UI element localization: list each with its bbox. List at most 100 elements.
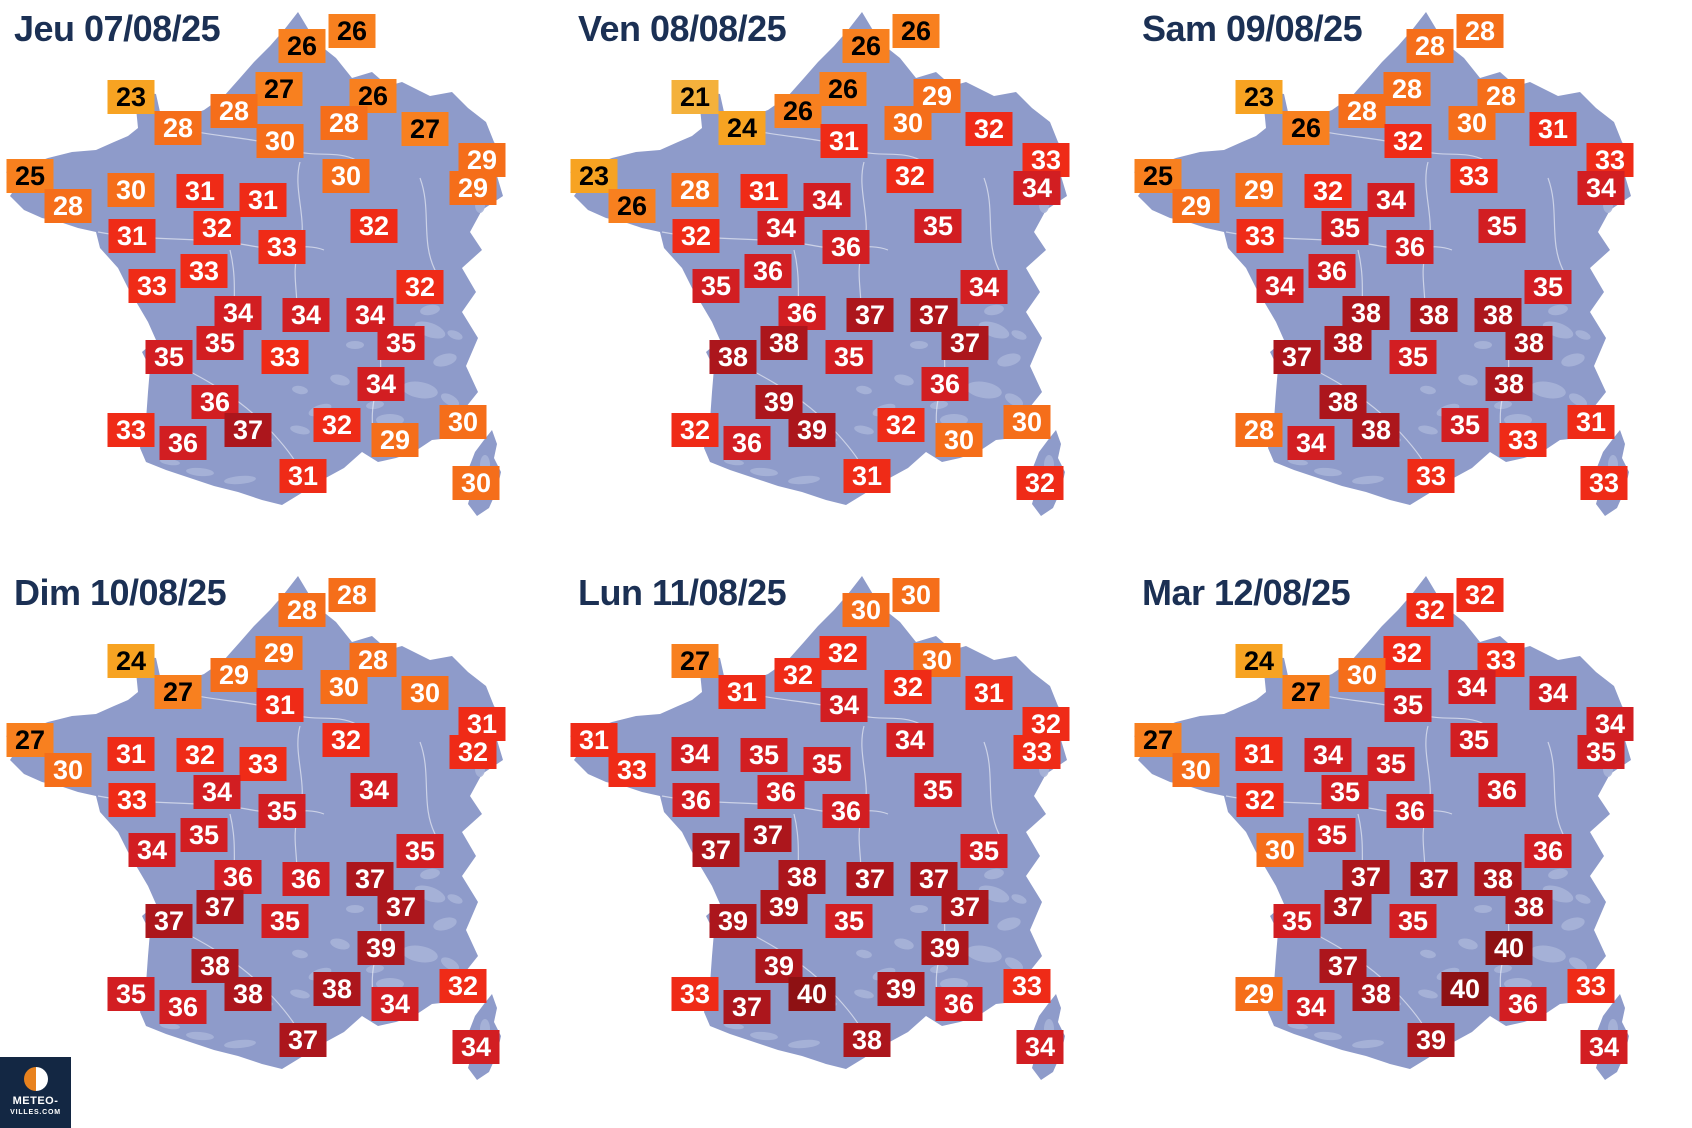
temp-label: 34 <box>452 1030 500 1064</box>
panel-title: Lun 11/08/25 <box>578 572 787 613</box>
temp-label: 34 <box>1287 990 1335 1024</box>
temp-label: 28 <box>1338 94 1386 128</box>
temp-label: 32 <box>877 408 925 442</box>
temp-label: 26 <box>328 14 376 48</box>
temp-label: 33 <box>608 753 656 787</box>
temp-label: 31 <box>740 174 788 208</box>
temp-label: 30 <box>44 753 92 787</box>
temp-label: 37 <box>145 904 193 938</box>
temp-label: 30 <box>1448 106 1496 140</box>
temp-label: 35 <box>1478 209 1526 243</box>
temp-label: 38 <box>1485 367 1533 401</box>
temp-label: 28 <box>278 593 326 627</box>
temp-label: 33 <box>261 340 309 374</box>
temp-label: 21 <box>671 80 719 114</box>
temp-label: 25 <box>6 159 54 193</box>
temp-label: 34 <box>193 775 241 809</box>
temp-label: 33 <box>258 230 306 264</box>
temp-label: 27 <box>255 72 303 106</box>
temp-label: 34 <box>1367 183 1415 217</box>
temp-label: 36 <box>1524 834 1572 868</box>
temp-label: 30 <box>401 676 449 710</box>
temp-label: 30 <box>1256 833 1304 867</box>
temp-label: 31 <box>843 459 891 493</box>
temp-label: 38 <box>1352 413 1400 447</box>
temp-label: 27 <box>671 644 719 678</box>
temp-label: 32 <box>884 670 932 704</box>
temp-label: 34 <box>1013 171 1061 205</box>
temp-label: 32 <box>774 658 822 692</box>
temp-label: 34 <box>960 270 1008 304</box>
temp-label: 23 <box>107 80 155 114</box>
panel-title: Jeu 07/08/25 <box>14 8 221 49</box>
temp-label: 38 <box>1410 298 1458 332</box>
temp-label: 39 <box>788 413 836 447</box>
panel-title: Mar 12/08/25 <box>1142 572 1351 613</box>
panel-title: Ven 08/08/25 <box>578 8 787 49</box>
temp-label: 36 <box>1386 230 1434 264</box>
forecast-panel: Mar 12/08/25 32 32 32 30 33 34 34 24 27 35 34 35 35 27… <box>1128 564 1692 1128</box>
temp-label: 29 <box>1172 189 1220 223</box>
temp-label: 35 <box>1273 904 1321 938</box>
temp-label: 35 <box>1321 211 1369 245</box>
temp-label: 38 <box>709 340 757 374</box>
temp-label: 37 <box>346 862 394 896</box>
temp-label: 34 <box>1256 269 1304 303</box>
temp-label: 32 <box>1383 636 1431 670</box>
temp-label: 37 <box>941 890 989 924</box>
panel-title: Dim 10/08/25 <box>14 572 227 613</box>
temp-label: 33 <box>1236 219 1284 253</box>
temp-label: 35 <box>396 834 444 868</box>
temp-label: 34 <box>128 833 176 867</box>
temp-label: 24 <box>718 111 766 145</box>
temp-label: 38 <box>1474 298 1522 332</box>
temp-label: 35 <box>692 269 740 303</box>
temp-label: 32 <box>672 219 720 253</box>
temp-label: 28 <box>328 578 376 612</box>
temp-label: 35 <box>196 326 244 360</box>
temp-label: 37 <box>941 326 989 360</box>
temp-label: 32 <box>396 270 444 304</box>
temp-label: 31 <box>1235 737 1283 771</box>
temp-label: 34 <box>1016 1030 1064 1064</box>
temp-label: 37 <box>1273 340 1321 374</box>
temp-label: 29 <box>371 423 419 457</box>
temp-label: 33 <box>107 413 155 447</box>
temp-label: 29 <box>913 79 961 113</box>
temp-label: 33 <box>1499 423 1547 457</box>
temp-label: 28 <box>1456 14 1504 48</box>
temp-label: 36 <box>723 426 771 460</box>
temp-label: 31 <box>239 183 287 217</box>
temp-label: 36 <box>921 367 969 401</box>
temp-label: 32 <box>350 209 398 243</box>
temp-label: 26 <box>774 94 822 128</box>
temp-label: 35 <box>180 818 228 852</box>
temp-label: 31 <box>570 723 618 757</box>
temp-label: 37 <box>723 990 771 1024</box>
temp-label: 35 <box>258 794 306 828</box>
temp-label: 33 <box>128 269 176 303</box>
temp-label: 30 <box>439 405 487 439</box>
temp-label: 39 <box>357 931 405 965</box>
temp-label: 33 <box>1477 643 1525 677</box>
temp-label: 34 <box>820 688 868 722</box>
temp-label: 35 <box>1577 735 1625 769</box>
temp-label: 26 <box>892 14 940 48</box>
temp-label: 38 <box>843 1023 891 1057</box>
temp-label: 35 <box>1389 340 1437 374</box>
temp-label: 40 <box>1485 931 1533 965</box>
temp-label: 31 <box>108 219 156 253</box>
temp-label: 32 <box>965 112 1013 146</box>
temp-label: 37 <box>196 890 244 924</box>
temp-label: 36 <box>822 230 870 264</box>
temp-label: 26 <box>842 29 890 63</box>
temp-label: 35 <box>1367 747 1415 781</box>
temp-label: 36 <box>822 794 870 828</box>
temp-label: 36 <box>159 426 207 460</box>
temp-label: 34 <box>357 367 405 401</box>
temp-label: 27 <box>401 112 449 146</box>
temp-label: 31 <box>965 676 1013 710</box>
temp-label: 33 <box>1567 969 1615 1003</box>
temp-label: 33 <box>1586 143 1634 177</box>
temp-label: 35 <box>914 209 962 243</box>
